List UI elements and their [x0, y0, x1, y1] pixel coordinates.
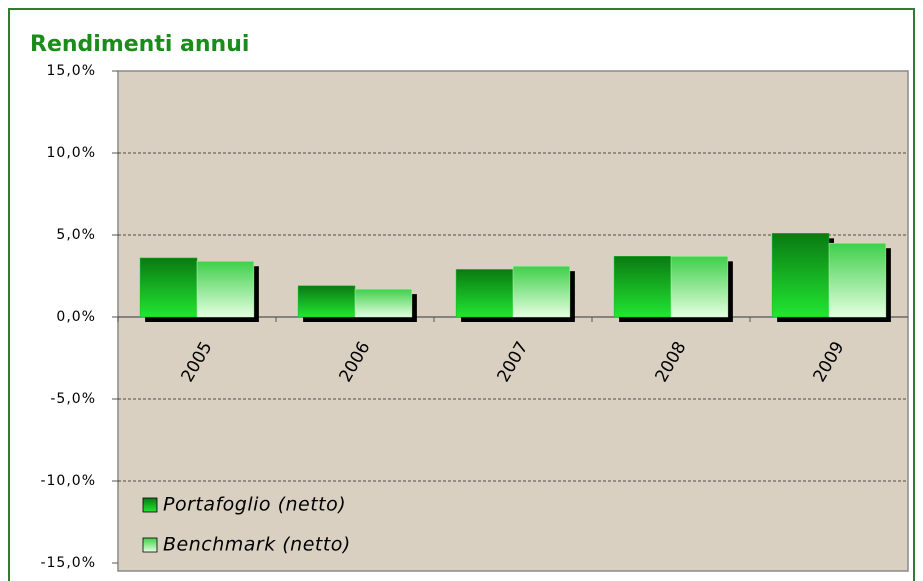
y-tick-label: -5,0%: [50, 391, 96, 407]
bar: [297, 285, 356, 318]
bar: [771, 233, 830, 318]
bar: [670, 256, 729, 318]
y-tick-label: 0,0%: [56, 309, 96, 325]
bar: [512, 265, 571, 318]
legend-label: Portafoglio (netto): [163, 494, 346, 516]
y-tick-label: 15,0%: [47, 63, 96, 79]
bar: [354, 288, 413, 318]
legend-swatch: [142, 537, 158, 553]
y-tick-label: 5,0%: [56, 227, 96, 243]
y-tick-label: -15,0%: [40, 555, 96, 571]
bar: [196, 260, 255, 318]
bar: [139, 257, 198, 318]
bar: [828, 242, 887, 318]
y-tick-label: -10,0%: [40, 473, 96, 489]
chart-title: Rendimenti annui: [30, 32, 249, 57]
y-tick-label: 10,0%: [47, 145, 96, 161]
legend-label: Benchmark (netto): [163, 534, 351, 556]
bar: [455, 269, 514, 318]
bar: [613, 256, 672, 318]
legend-swatch: [142, 497, 158, 513]
